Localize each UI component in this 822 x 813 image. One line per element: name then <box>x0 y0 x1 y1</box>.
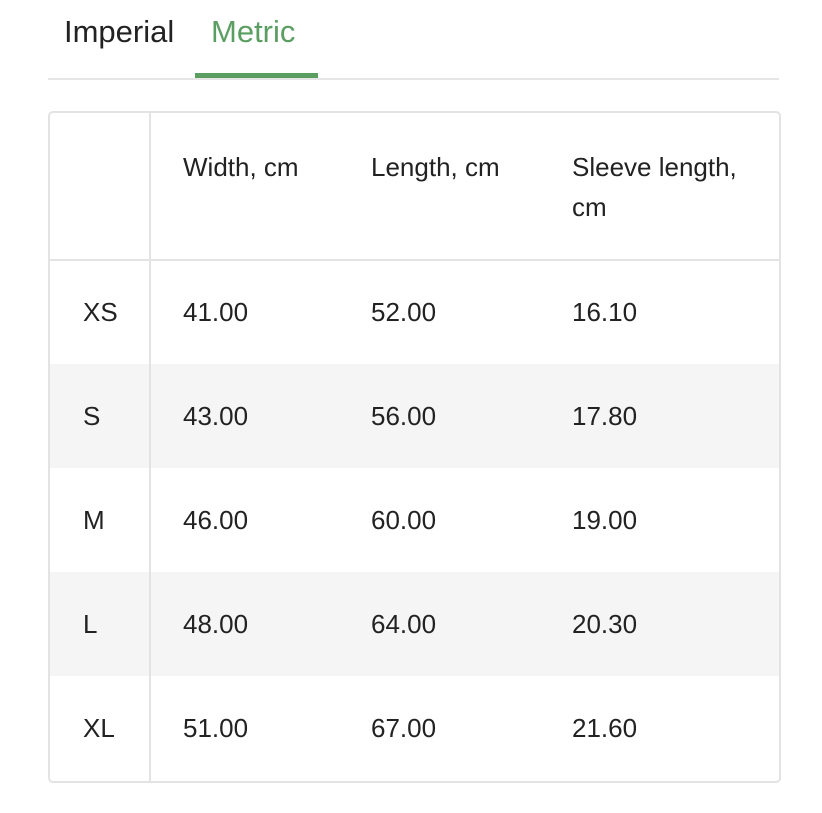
measurement-cell: 16.10 <box>572 296 638 327</box>
measurement-cell: 56.00 <box>371 400 437 431</box>
measurement-cell: 17.80 <box>572 400 638 431</box>
header-cell: Length, cm <box>371 152 500 182</box>
header-cell: Sleeve length, cm <box>572 152 737 222</box>
table-row: M 46.00 60.00 19.00 <box>50 468 779 572</box>
size-label: XS <box>83 296 118 327</box>
measurement-cell: 20.30 <box>572 608 638 639</box>
header-cell: Width, cm <box>183 152 299 182</box>
measurement-cell: 60.00 <box>371 504 437 535</box>
table-row: L 48.00 64.00 20.30 <box>50 572 779 676</box>
measurement-cell: 19.00 <box>572 504 638 535</box>
size-chart-table: Width, cm Length, cm Sleeve length, cm X… <box>48 111 781 783</box>
size-label: L <box>83 608 98 639</box>
active-tab-indicator <box>195 73 318 78</box>
measurement-cell: 51.00 <box>183 712 249 743</box>
measurement-cell: 48.00 <box>183 608 249 639</box>
measurement-cell: 21.60 <box>572 712 638 743</box>
measurement-cell: 67.00 <box>371 712 437 743</box>
measurement-cell: 43.00 <box>183 400 249 431</box>
table-header-row: Width, cm Length, cm Sleeve length, cm <box>50 113 779 261</box>
unit-tabs: Imperial Metric <box>48 0 779 80</box>
size-label: XL <box>83 712 115 743</box>
measurement-cell: 64.00 <box>371 608 437 639</box>
size-label: M <box>83 504 105 535</box>
tab-metric[interactable]: Metric <box>211 14 296 49</box>
measurement-cell: 52.00 <box>371 296 437 327</box>
column-divider <box>149 113 151 781</box>
size-label: S <box>83 400 101 431</box>
measurement-cell: 41.00 <box>183 296 249 327</box>
measurement-cell: 46.00 <box>183 504 249 535</box>
table-row: XL 51.00 67.00 21.60 <box>50 676 779 780</box>
tab-imperial[interactable]: Imperial <box>64 14 175 49</box>
table-row: S 43.00 56.00 17.80 <box>50 364 779 468</box>
table-row: XS 41.00 52.00 16.10 <box>50 260 779 364</box>
